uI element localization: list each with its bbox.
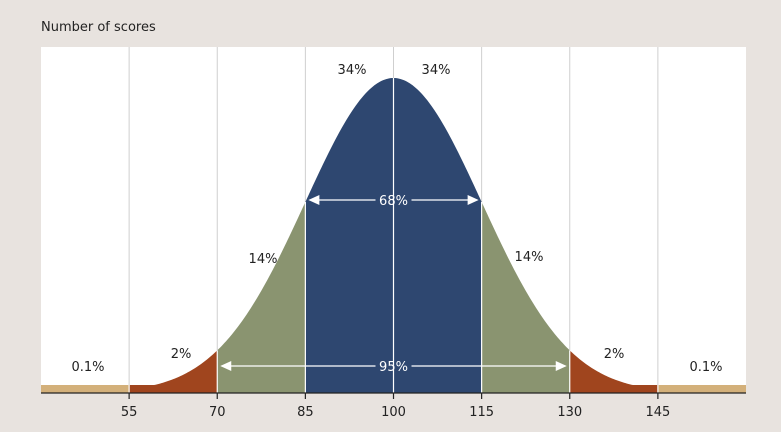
band-0 (41, 385, 130, 393)
tick-label-5: 130 (557, 405, 582, 420)
band-2 (217, 201, 306, 393)
tick-label-4: 115 (469, 405, 494, 420)
band-7 (657, 385, 746, 393)
curve-bands (41, 78, 746, 393)
tick-label-1: 70 (209, 405, 226, 420)
annotation-label-1: 95% (379, 360, 408, 375)
band-label-2: 14% (249, 252, 278, 267)
annotation-arrow-right-0 (467, 195, 479, 205)
annotation-arrow-left-0 (308, 195, 320, 205)
band-6 (569, 350, 658, 393)
band-4 (393, 78, 482, 393)
tick-label-3: 100 (381, 405, 406, 420)
tick-label-2: 85 (297, 405, 314, 420)
band-label-6: 2% (604, 347, 625, 362)
band-3 (305, 78, 394, 393)
band-5 (481, 201, 570, 393)
band-1 (129, 350, 218, 393)
band-label-4: 34% (422, 63, 451, 78)
annotation-label-0: 68% (379, 194, 408, 209)
tick-label-0: 55 (121, 405, 138, 420)
band-label-0: 0.1% (71, 360, 104, 375)
band-label-7: 0.1% (689, 360, 722, 375)
range-annotations: 68% 95% (220, 194, 567, 375)
x-axis-ticks: 55 70 85 100 115 130 145 (121, 393, 670, 420)
band-labels: 0.1% 2% 14% 34% 34% 14% 2% 0.1% (71, 63, 722, 375)
tick-label-6: 145 (645, 405, 670, 420)
band-label-5: 14% (515, 250, 544, 265)
band-label-1: 2% (171, 347, 192, 362)
overlay-gridlines (128, 78, 659, 393)
annotation-arrow-left-1 (220, 361, 232, 371)
annotation-arrow-right-1 (555, 361, 567, 371)
band-label-3: 34% (338, 63, 367, 78)
y-axis-label: Number of scores (41, 20, 156, 35)
